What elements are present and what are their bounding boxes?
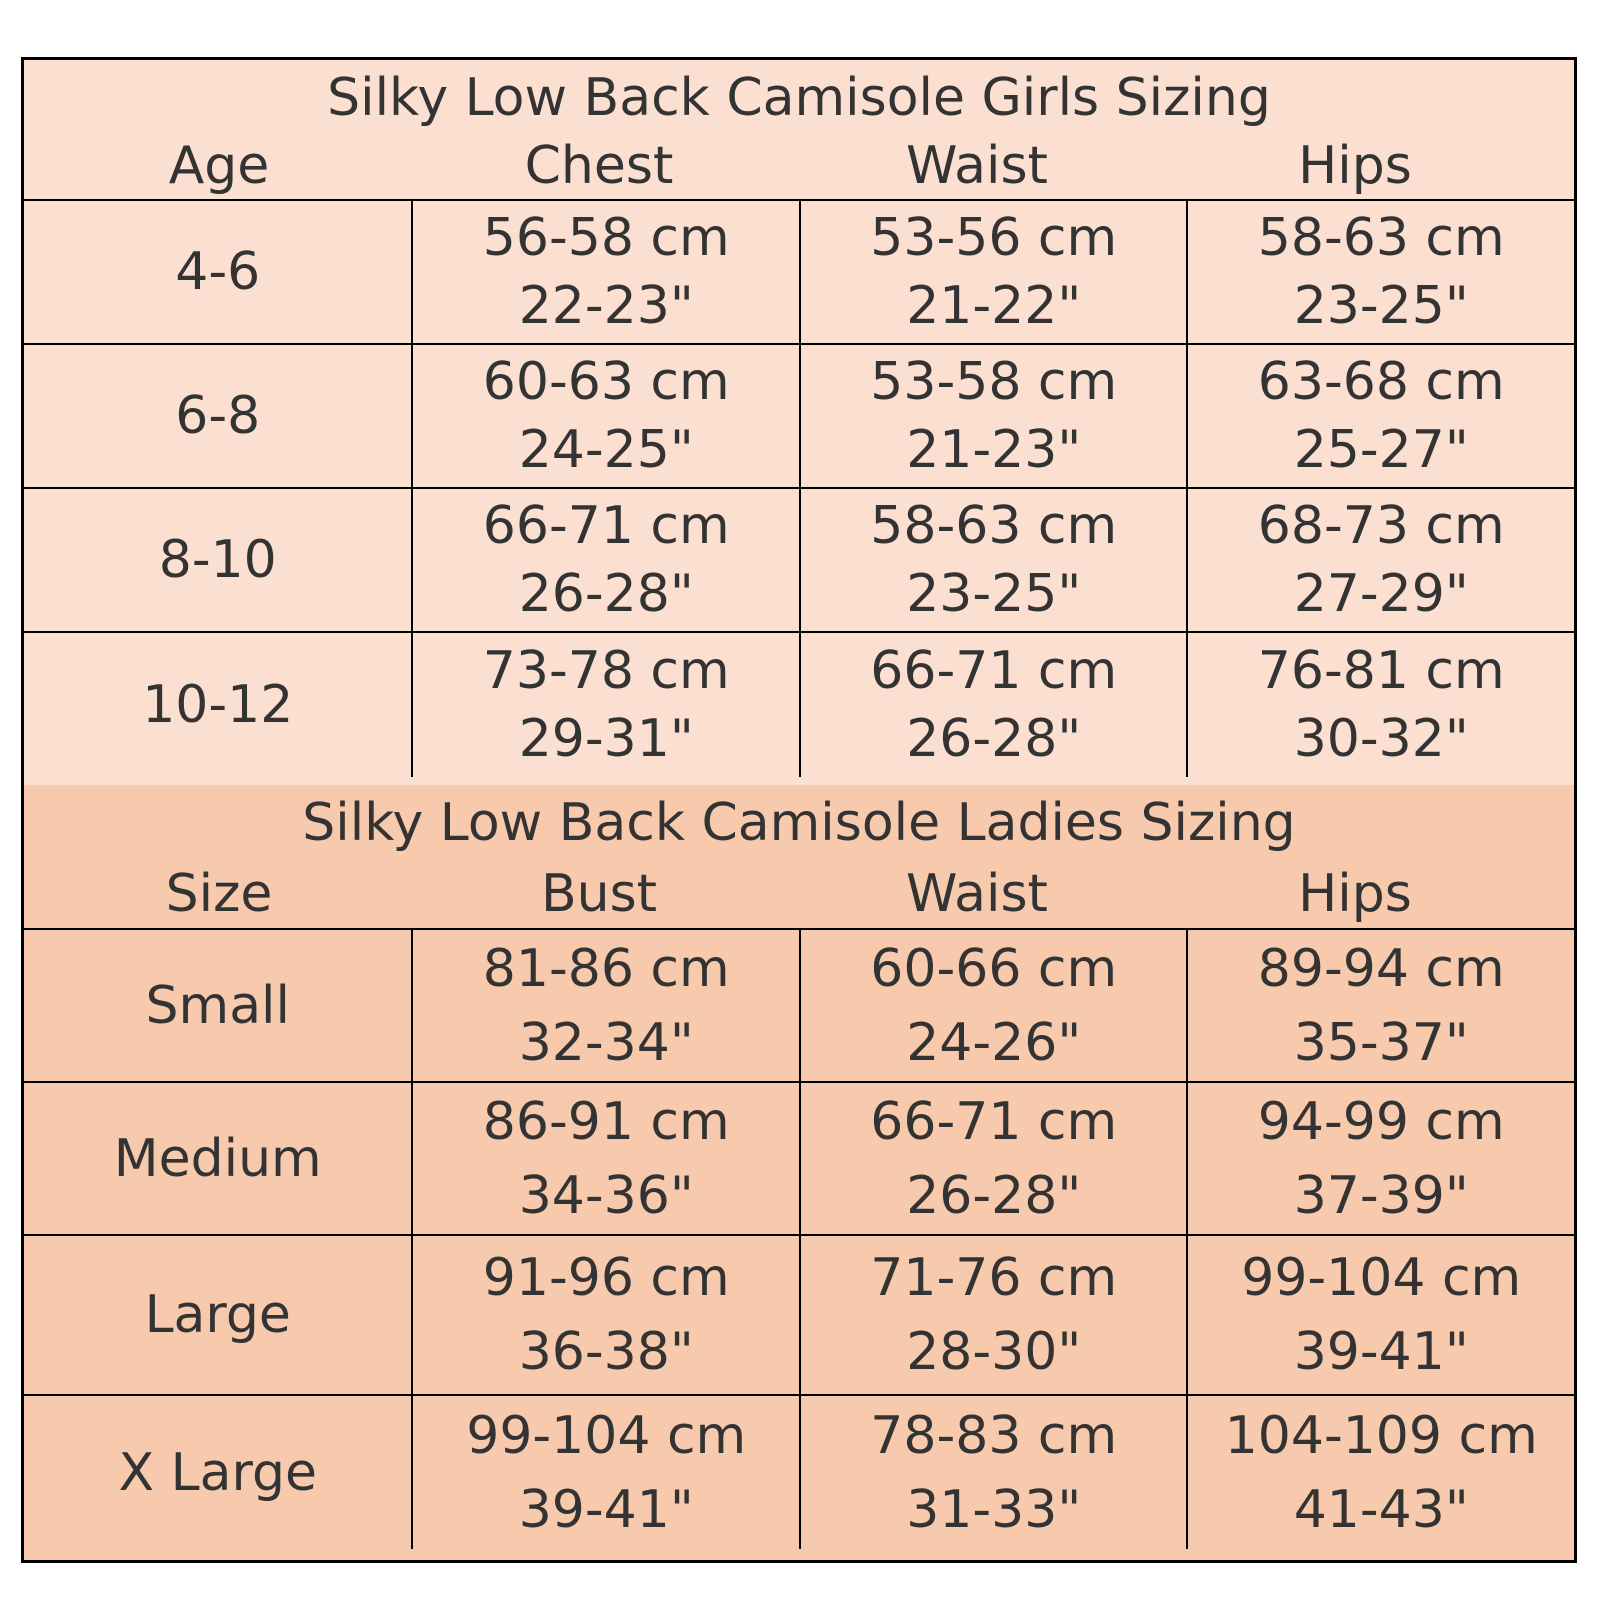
table-row: X Large 99-104 cm 39-41" 78-83 cm 31-33" 1… (24, 1396, 1574, 1549)
table-row: Medium 86-91 cm 34-36" 66-71 cm 26-28" 94-… (24, 1083, 1574, 1236)
table-row: 10-12 73-78 cm 29-31" 66-71 cm 26-28" 76-8… (24, 633, 1574, 777)
hips-cell: 89-94 cm 35-37" (1186, 930, 1574, 1081)
chest-cell: 60-63 cm 24-25" (411, 345, 799, 487)
ladies-size-table: Small 81-86 cm 32-34" 60-66 cm 24-26" 89-9… (24, 928, 1574, 1549)
table-row: 6-8 60-63 cm 24-25" 53-58 cm 21-23" 63-68 … (24, 345, 1574, 489)
size-cell: X Large (118, 1442, 317, 1503)
waist-cell: 66-71 cm 26-28" (798, 1083, 1187, 1234)
chest-cell: 56-58 cm 22-23" (411, 201, 799, 343)
chest-cell: 73-78 cm 29-31" (411, 633, 799, 777)
header-bust: Bust (540, 864, 658, 924)
table-row: 4-6 56-58 cm 22-23" 53-56 cm 21-22" 58-63 … (24, 201, 1574, 345)
age-cell: 6-8 (175, 386, 261, 446)
girls-header-row: Age Chest Waist Hips (24, 136, 1574, 196)
bust-cell: 91-96 cm 36-38" (411, 1236, 799, 1394)
table-row: Small 81-86 cm 32-34" 60-66 cm 24-26" 89-9… (24, 930, 1574, 1083)
header-age: Age (168, 136, 270, 196)
header-hips: Hips (1298, 864, 1412, 924)
bust-cell: 99-104 cm 39-41" (411, 1396, 799, 1549)
header-waist: Waist (906, 864, 1048, 924)
hips-cell: 99-104 cm 39-41" (1186, 1236, 1574, 1394)
hips-cell: 63-68 cm 25-27" (1186, 345, 1574, 487)
girls-sizing-section: Silky Low Back Camisole Girls Sizing Age… (24, 60, 1574, 785)
waist-cell: 53-56 cm 21-22" (798, 201, 1187, 343)
header-waist: Waist (906, 136, 1048, 196)
bust-cell: 81-86 cm 32-34" (411, 930, 799, 1081)
waist-cell: 66-71 cm 26-28" (798, 633, 1187, 777)
header-chest: Chest (524, 136, 674, 196)
waist-cell: 60-66 cm 24-26" (798, 930, 1187, 1081)
age-cell: 4-6 (175, 242, 261, 302)
table-row: 8-10 66-71 cm 26-28" 58-63 cm 23-25" 68-73… (24, 489, 1574, 633)
waist-cell: 78-83 cm 31-33" (798, 1396, 1187, 1549)
size-cell: Small (145, 975, 290, 1036)
hips-cell: 58-63 cm 23-25" (1186, 201, 1574, 343)
header-hips: Hips (1298, 136, 1412, 196)
girls-size-table: 4-6 56-58 cm 22-23" 53-56 cm 21-22" 58-63 … (24, 199, 1574, 777)
size-cell: Medium (113, 1128, 322, 1189)
hips-cell: 76-81 cm 30-32" (1186, 633, 1574, 777)
hips-cell: 104-109 cm 41-43" (1186, 1396, 1574, 1549)
chest-cell: 66-71 cm 26-28" (411, 489, 799, 631)
hips-cell: 68-73 cm 27-29" (1186, 489, 1574, 631)
waist-cell: 53-58 cm 21-23" (798, 345, 1187, 487)
age-cell: 10-12 (142, 675, 294, 735)
age-cell: 8-10 (158, 530, 277, 590)
size-chart: Silky Low Back Camisole Girls Sizing Age… (21, 57, 1577, 1563)
table-row: Large 91-96 cm 36-38" 71-76 cm 28-30" 99-1… (24, 1236, 1574, 1396)
ladies-sizing-section: Silky Low Back Camisole Ladies Sizing Si… (24, 785, 1574, 1560)
ladies-header-row: Size Bust Waist Hips (24, 864, 1574, 924)
waist-cell: 58-63 cm 23-25" (798, 489, 1187, 631)
girls-title: Silky Low Back Camisole Girls Sizing (327, 68, 1271, 128)
size-cell: Large (144, 1285, 291, 1345)
bust-cell: 86-91 cm 34-36" (411, 1083, 799, 1234)
hips-cell: 94-99 cm 37-39" (1186, 1083, 1574, 1234)
header-size: Size (165, 864, 273, 924)
ladies-title: Silky Low Back Camisole Ladies Sizing (302, 793, 1296, 853)
waist-cell: 71-76 cm 28-30" (798, 1236, 1187, 1394)
